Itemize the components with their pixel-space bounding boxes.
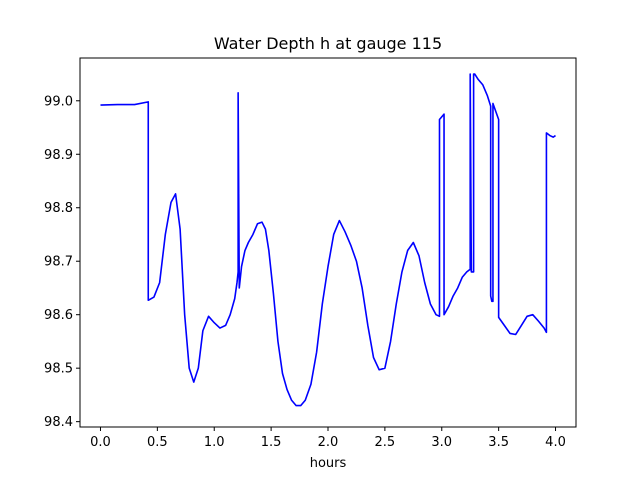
x-tick-label: 0.0 — [90, 435, 111, 450]
x-tick-label: 1.5 — [261, 435, 282, 450]
x-tick-label: 3.5 — [488, 435, 509, 450]
y-tick-label: 98.8 — [44, 201, 73, 216]
x-tick-label: 2.0 — [318, 435, 339, 450]
y-tick-label: 98.6 — [44, 308, 73, 323]
y-tick-label: 99.0 — [44, 94, 73, 109]
series-layer — [100, 73, 556, 407]
y-tick-label: 98.4 — [44, 415, 73, 430]
x-tick-label: 1.0 — [204, 435, 225, 450]
plot-frame — [79, 57, 577, 428]
x-tick-label: 4.0 — [545, 435, 566, 450]
y-tick-label: 98.5 — [44, 362, 73, 377]
x-tick-label: 3.0 — [431, 435, 452, 450]
x-axis-label: hours — [310, 456, 347, 471]
y-tick-label: 98.7 — [44, 255, 73, 270]
chart-title: Water Depth h at gauge 115 — [214, 34, 442, 53]
axis-ticks: 0.0 0.5 1.0 1.5 2.0 2.5 3.0 3.5 4.0 98.4 98.5 98.6 9… — [44, 94, 566, 450]
x-tick-label: 0.5 — [147, 435, 168, 450]
plot-area — [80, 58, 576, 427]
y-tick-label: 98.9 — [44, 148, 73, 163]
series-line — [100, 73, 556, 407]
x-tick-label: 2.5 — [375, 435, 396, 450]
